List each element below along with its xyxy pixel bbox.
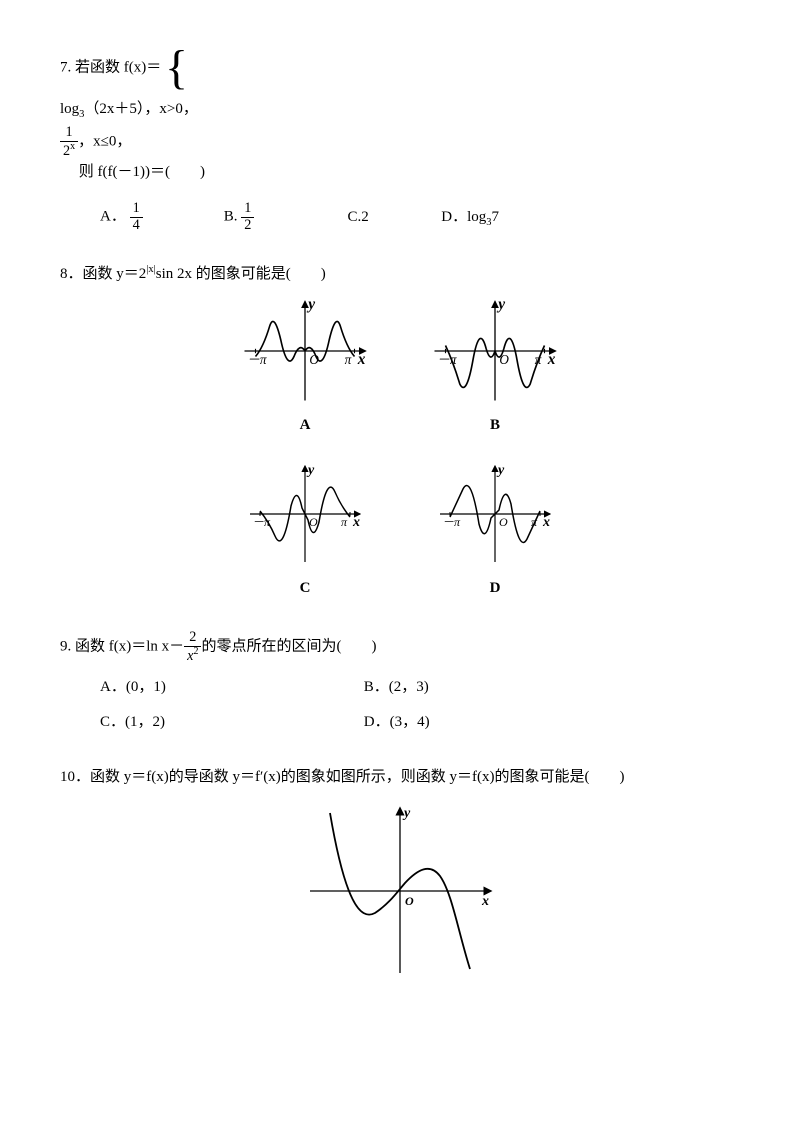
svg-text:O: O xyxy=(499,353,509,368)
svg-text:x: x xyxy=(357,352,366,369)
q7-suffix: 则 f(f(－1))＝( ) xyxy=(79,164,205,180)
svg-text:O: O xyxy=(309,353,319,368)
svg-text:x: x xyxy=(547,352,556,369)
q8-labelB: B xyxy=(415,412,575,439)
q7-optC: C.2 xyxy=(348,204,438,231)
q8-stem: 8．函数 y＝2|x|sin 2x 的图象可能是( ) xyxy=(60,261,740,288)
q8-labelD: D xyxy=(415,575,575,602)
q8-graph-grid: y x O －π π A y x O －π π B xyxy=(60,296,740,602)
q8-labelA: A xyxy=(225,412,385,439)
q8-graphA: y x O －π π A xyxy=(225,296,385,439)
svg-text:x: x xyxy=(542,515,550,530)
q7-options: A． 14 B. 12 C.2 D．log37 xyxy=(100,201,740,233)
q9-optC: C．(1，2) xyxy=(100,709,360,736)
svg-text:π: π xyxy=(341,515,348,529)
q7-optB: B. 12 xyxy=(224,201,344,233)
svg-text:－π: －π xyxy=(442,515,461,529)
svg-text:y: y xyxy=(306,463,315,478)
svg-text:－π: －π xyxy=(247,353,267,368)
svg-text:y: y xyxy=(306,297,315,314)
q8-graphD: y x O －π π D xyxy=(415,459,575,602)
q7-piece2-frac: 1 2x xyxy=(60,125,78,159)
svg-text:π: π xyxy=(535,353,542,368)
svg-text:y: y xyxy=(496,297,505,314)
question-7: 7. 若函数 f(x)＝ { log3（2x＋5），x>0， 1 2x ，x≤0… xyxy=(60,44,740,233)
q10-graph: y x O xyxy=(60,801,740,981)
q8-labelC: C xyxy=(225,575,385,602)
q9-optB: B．(2，3) xyxy=(364,674,624,701)
svg-text:y: y xyxy=(496,463,505,478)
svg-text:x: x xyxy=(481,894,489,909)
svg-text:－π: －π xyxy=(437,353,457,368)
question-10: 10．函数 y＝f(x)的导函数 y＝f′(x)的图象如图所示，则函数 y＝f(… xyxy=(60,764,740,981)
q7-optA: A． 14 xyxy=(100,201,220,233)
svg-text:π: π xyxy=(345,353,352,368)
q9-options: A．(0，1) B．(2，3) C．(1，2) D．(3，4) xyxy=(100,674,740,736)
brace-icon: { xyxy=(165,44,188,92)
q8-graphB: y x O －π π B xyxy=(415,296,575,439)
svg-text:－π: －π xyxy=(252,515,271,529)
q9-frac: 2 x2 xyxy=(184,630,201,664)
q9-optD: D．(3，4) xyxy=(364,709,624,736)
svg-text:x: x xyxy=(352,515,360,530)
q8-graphC: y x O －π π C xyxy=(225,459,385,602)
q9-optA: A．(0，1) xyxy=(100,674,360,701)
svg-text:π: π xyxy=(531,515,538,529)
svg-text:O: O xyxy=(405,894,414,908)
svg-text:y: y xyxy=(402,806,411,821)
svg-text:O: O xyxy=(309,515,318,529)
q10-stem: 10．函数 y＝f(x)的导函数 y＝f′(x)的图象如图所示，则函数 y＝f(… xyxy=(60,764,740,791)
q9-stem: 9. 函数 f(x)＝ln x－ 2 x2 的零点所在的区间为( ) xyxy=(60,630,740,664)
question-8: 8．函数 y＝2|x|sin 2x 的图象可能是( ) y x O －π π A xyxy=(60,261,740,602)
q7-optD: D．log37 xyxy=(441,204,561,233)
question-9: 9. 函数 f(x)＝ln x－ 2 x2 的零点所在的区间为( ) A．(0，… xyxy=(60,630,740,736)
q7-stem: 7. 若函数 f(x)＝ { xyxy=(60,44,740,92)
q7-prefix: 7. 若函数 f(x)＝ xyxy=(60,59,161,75)
svg-text:O: O xyxy=(499,515,508,529)
